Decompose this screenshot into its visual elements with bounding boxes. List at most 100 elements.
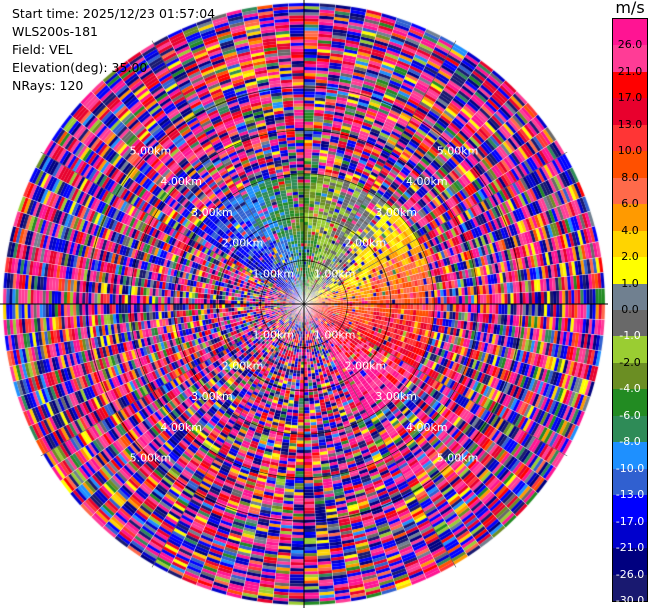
ray-line: [303, 209, 594, 305]
ray-line: [6, 240, 305, 305]
ray-line: [303, 303, 531, 508]
ray-line: [180, 26, 305, 305]
colorbar-segment: [613, 204, 647, 232]
range-ring-label: 4.00km: [160, 421, 202, 434]
ray-line: [303, 303, 576, 443]
range-ring: [86, 86, 522, 522]
range-ring: [173, 173, 435, 435]
range-ring-label: 3.00km: [191, 390, 233, 403]
range-ring-label: 3.00km: [375, 390, 417, 403]
ray-line: [303, 112, 541, 305]
colorbar-tick-label: 1.0: [621, 276, 639, 290]
azimuth-spoke: [303, 303, 568, 457]
azimuth-spoke: [40, 303, 305, 457]
ray-line: [303, 303, 551, 483]
ray-line: [1, 303, 305, 337]
range-ring-label: 4.00km: [406, 421, 448, 434]
colorbar-tick-label: 21.0: [617, 64, 643, 78]
range-ring-label: 2.00km: [222, 237, 264, 250]
ray-line: [32, 165, 305, 305]
ray-line: [303, 32, 443, 305]
range-ring-label: 2.00km: [345, 237, 387, 250]
range-ring-label: 1.00km: [314, 329, 356, 342]
ray-line: [303, 100, 531, 305]
ray-line: [3, 303, 305, 352]
colorbar-tick-label: 6.0: [621, 197, 639, 211]
colorbar-segment: [613, 151, 647, 179]
ray-line: [303, 1, 337, 305]
range-ring-label: 1.00km: [253, 267, 295, 280]
ray-line: [303, 303, 594, 399]
range-ring-label: 1.00km: [314, 267, 356, 280]
range-ring: [260, 260, 348, 348]
azimuth-spoke: [303, 151, 568, 305]
ray-line: [287, 0, 305, 305]
ray-line: [67, 112, 305, 305]
ray-line: [26, 303, 305, 428]
ray-line: [303, 10, 383, 305]
ray-line: [303, 303, 414, 588]
range-ring-label: 4.00km: [160, 175, 202, 188]
ray-line: [165, 303, 305, 576]
colorbar-segment: [613, 283, 647, 311]
ray-line: [256, 3, 305, 305]
ray-line: [303, 26, 428, 305]
colorbar: 26.0 21.0 17.0 13.0 10.0 8.0 6.0 4.0 2.0 1.0 0.0 -1…: [612, 18, 648, 607]
ppi-plot: 1.00km 1.00km 1.00km 1.00km 2.00km 2.00km 2.00…: [0, 0, 610, 610]
ray-line: [303, 303, 470, 560]
ray-line: [26, 180, 305, 305]
ray-line: [48, 303, 305, 470]
ray-line: [303, 303, 598, 383]
ray-line: [303, 303, 605, 352]
ray-line: [303, 303, 541, 496]
range-ring-label: 1.00km: [253, 329, 295, 342]
ray-line: [303, 303, 321, 608]
ray-line: [303, 303, 602, 368]
ray-line: [32, 303, 305, 443]
azimuth-spoke: [40, 151, 305, 305]
colorbar-segment: [613, 98, 647, 126]
ray-line: [303, 303, 560, 470]
ray-line: [112, 67, 305, 305]
ray-line: [112, 303, 305, 541]
ray-line: [10, 225, 305, 305]
ray-line: [88, 88, 305, 305]
ray-line: [303, 303, 337, 607]
ray-line: [303, 303, 607, 337]
ppi-grid-overlay: 1.00km 1.00km 1.00km 1.00km 2.00km 2.00km 2.00…: [0, 0, 608, 608]
ray-line: [303, 125, 551, 305]
ray-line: [303, 303, 520, 520]
colorbar-tick-label: -4.0: [619, 382, 641, 396]
azimuth-spoke: [303, 40, 457, 305]
colorbar-unit-label: m/s: [615, 0, 645, 17]
ray-line: [303, 194, 588, 305]
colorbar-tick-label: 4.0: [621, 223, 639, 237]
colorbar-segment: [613, 495, 647, 523]
ray-line: [48, 138, 305, 305]
ray-line: [14, 209, 305, 305]
ray-line: [125, 57, 305, 305]
colorbar-tick-label: -13.0: [615, 488, 645, 502]
ray-line: [20, 194, 305, 305]
colorbar-tick-label: 13.0: [617, 117, 643, 131]
range-ring: [129, 129, 479, 479]
ray-line: [303, 180, 582, 305]
colorbar-tick-label: -30.0: [615, 594, 645, 607]
azimuth-spoke: [303, 303, 457, 568]
ray-line: [271, 1, 305, 305]
ray-line: [303, 138, 560, 305]
colorbar-segment: [613, 548, 647, 576]
colorbar-segment: [613, 71, 647, 99]
ray-line: [303, 3, 352, 305]
ray-line: [3, 256, 305, 305]
ray-line: [0, 303, 305, 321]
ray-line: [303, 77, 508, 305]
ray-line: [303, 6, 368, 305]
ray-line: [303, 14, 399, 305]
ray-line: [138, 48, 305, 305]
colorbar-tick-label: 2.0: [621, 250, 639, 264]
colorbar-segment: [613, 415, 647, 443]
azimuth-spoke: [151, 303, 305, 568]
ray-line: [303, 303, 483, 551]
ray-line: [303, 303, 443, 576]
